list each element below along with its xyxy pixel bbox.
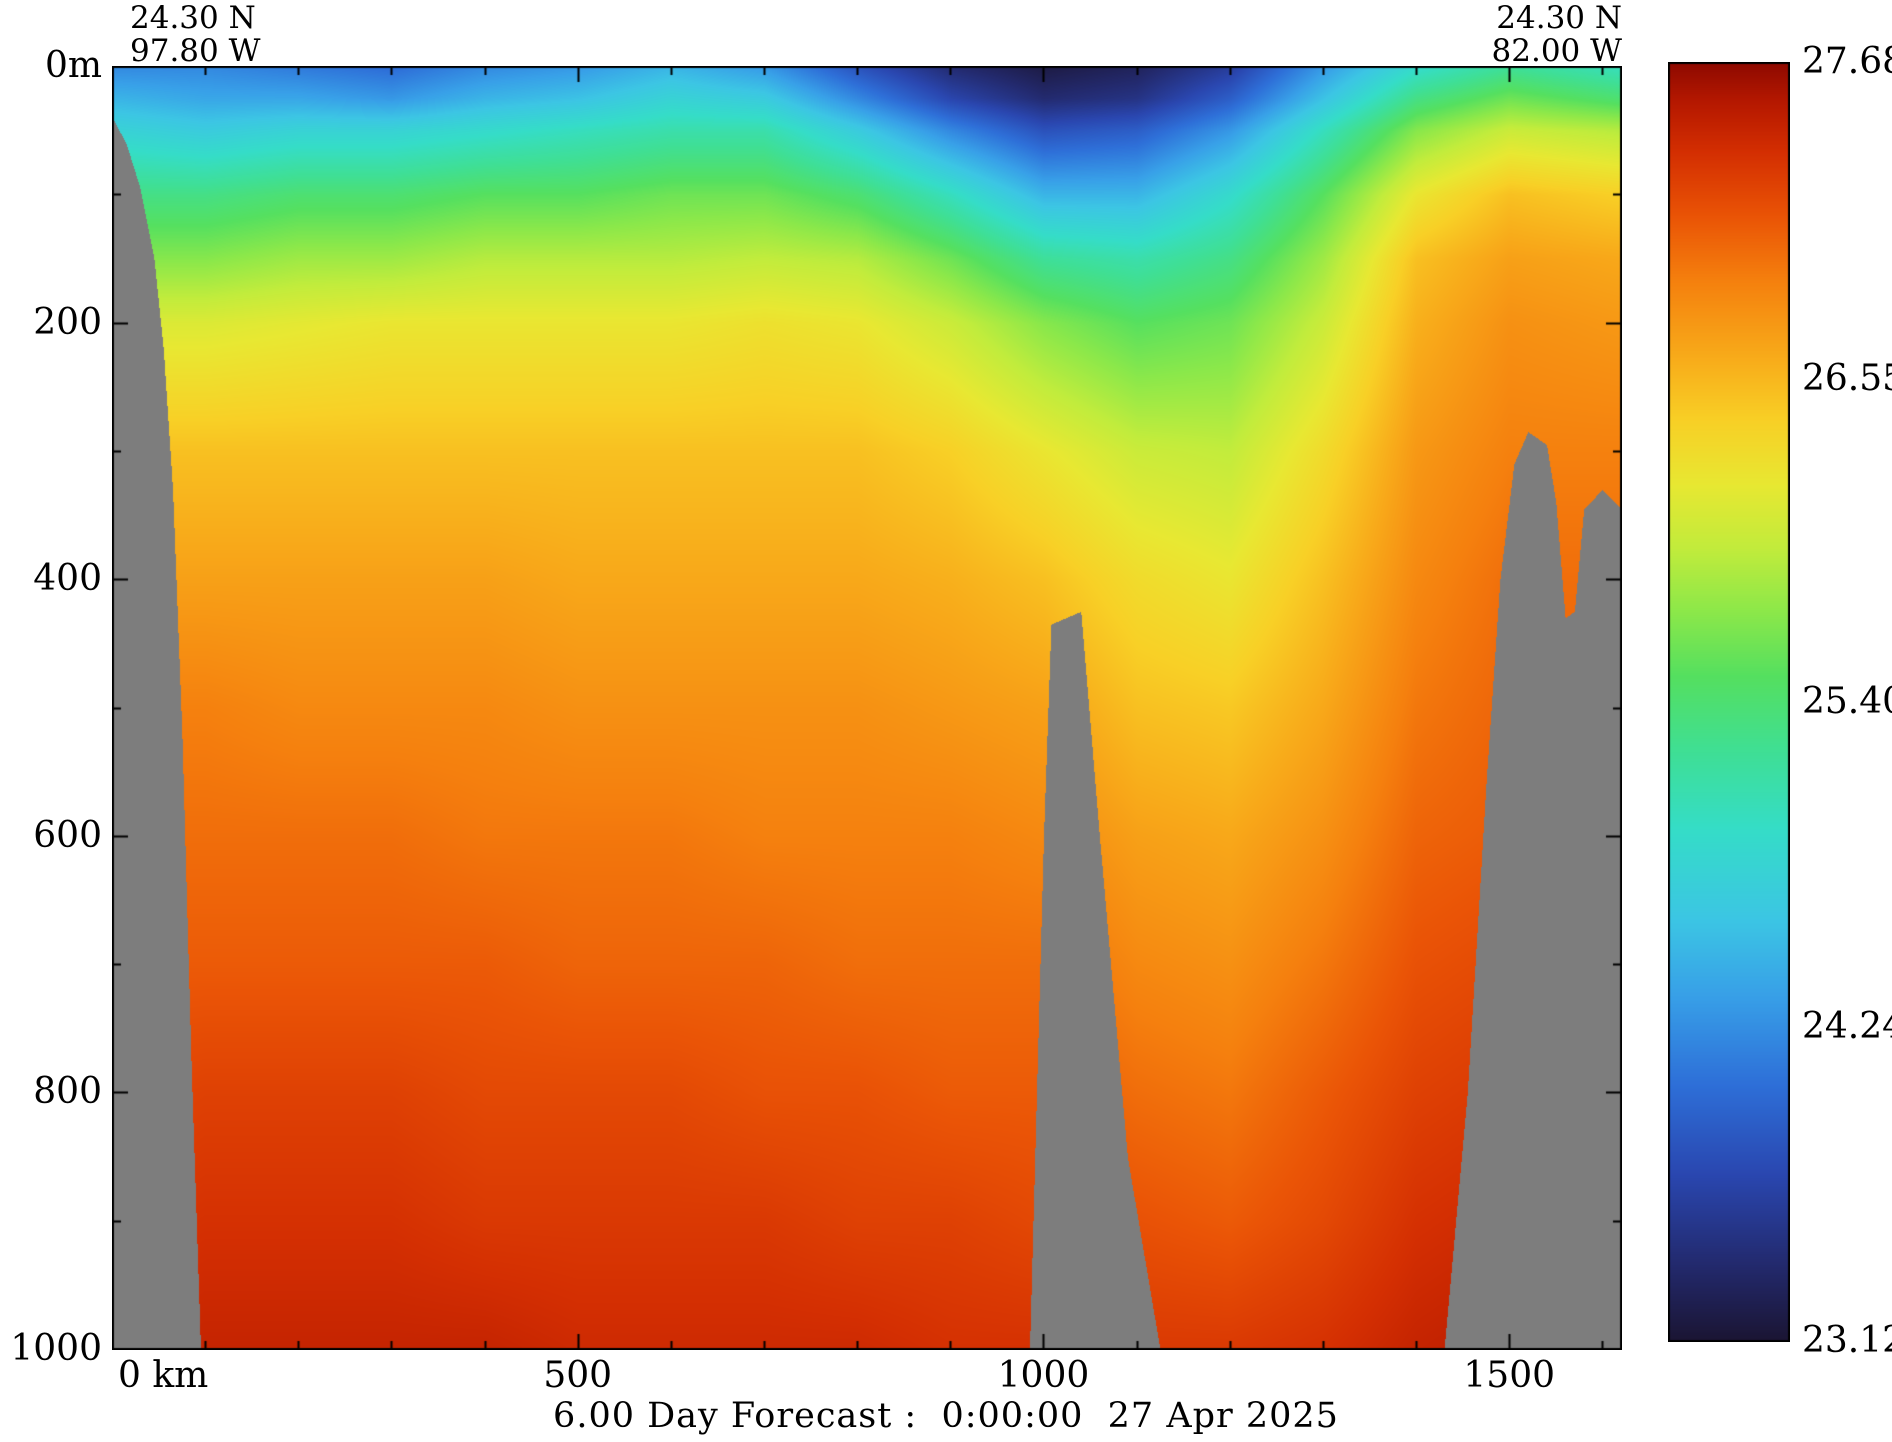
- colorbar: [1668, 62, 1790, 1342]
- depth-tick-label: 200: [33, 301, 102, 343]
- distance-tick-label: 1000: [997, 1355, 1090, 1396]
- section-end-coordinates: 24.30 N 82.00 W: [1491, 0, 1622, 69]
- colorbar-tick-label: 24.24: [1802, 1005, 1892, 1047]
- distance-tick-label: 1500: [1463, 1355, 1556, 1396]
- depth-tick-label: 600: [33, 814, 102, 856]
- colorbar-tick-label: 26.55: [1802, 357, 1892, 399]
- depth-tick-label: 800: [33, 1071, 102, 1113]
- colorbar-tick-label: 23.12: [1802, 1320, 1892, 1361]
- section-start-coordinates: 24.30 N 97.80 W: [130, 0, 261, 69]
- colorbar-tick-label: 25.40: [1802, 680, 1892, 722]
- depth-tick-label: 0m: [44, 45, 102, 86]
- section-plot-area: [112, 66, 1622, 1350]
- distance-tick-label: 0 km: [118, 1355, 209, 1396]
- depth-tick-label: 400: [33, 558, 102, 600]
- section-heatmap-canvas: [112, 66, 1622, 1350]
- colorbar-tick-label: 27.68: [1802, 41, 1892, 82]
- distance-tick-label: 500: [543, 1355, 613, 1396]
- colorbar-gradient-canvas: [1668, 62, 1790, 1342]
- depth-tick-label: 1000: [10, 1328, 102, 1369]
- plot-title: 6.00 Day Forecast : 0:00:00 27 Apr 2025: [553, 1396, 1339, 1436]
